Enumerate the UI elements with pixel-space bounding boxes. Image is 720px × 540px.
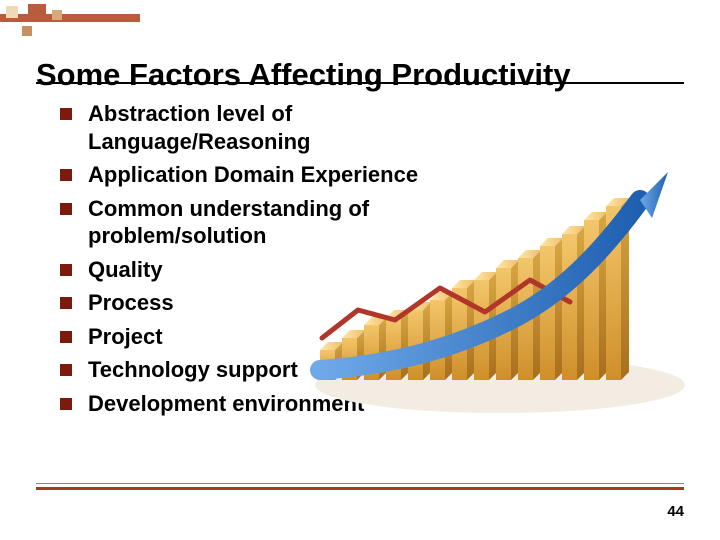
list-item-text: Project (88, 323, 163, 351)
corner-square (22, 26, 32, 36)
bullet-icon (60, 364, 72, 376)
corner-square (28, 4, 46, 22)
corner-square (6, 6, 18, 18)
list-item-text: Process (88, 289, 174, 317)
chart-svg (300, 160, 700, 420)
title-underline (36, 82, 684, 84)
page-number: 44 (667, 503, 684, 520)
corner-bar (0, 14, 140, 22)
slide-title: Some Factors Affecting Productivity (36, 57, 684, 93)
bullet-icon (60, 203, 72, 215)
list-item: Abstraction level of Language/Reasoning (60, 100, 480, 155)
bullet-icon (60, 297, 72, 309)
corner-square (52, 10, 62, 20)
chart-bar (408, 302, 431, 380)
bullet-icon (60, 398, 72, 410)
bullet-icon (60, 264, 72, 276)
footer-rule-thick (36, 487, 684, 490)
list-item-text: Abstraction level of Language/Reasoning (88, 100, 480, 155)
bullet-icon (60, 169, 72, 181)
corner-decoration (0, 0, 140, 40)
bullet-icon (60, 331, 72, 343)
chart-graphic (300, 160, 700, 420)
bullet-icon (60, 108, 72, 120)
footer-rule-thin (36, 483, 684, 484)
slide: Some Factors Affecting Productivity Abst… (0, 0, 720, 540)
chart-bar (562, 226, 585, 380)
list-item-text: Quality (88, 256, 163, 284)
list-item-text: Technology support (88, 356, 298, 384)
